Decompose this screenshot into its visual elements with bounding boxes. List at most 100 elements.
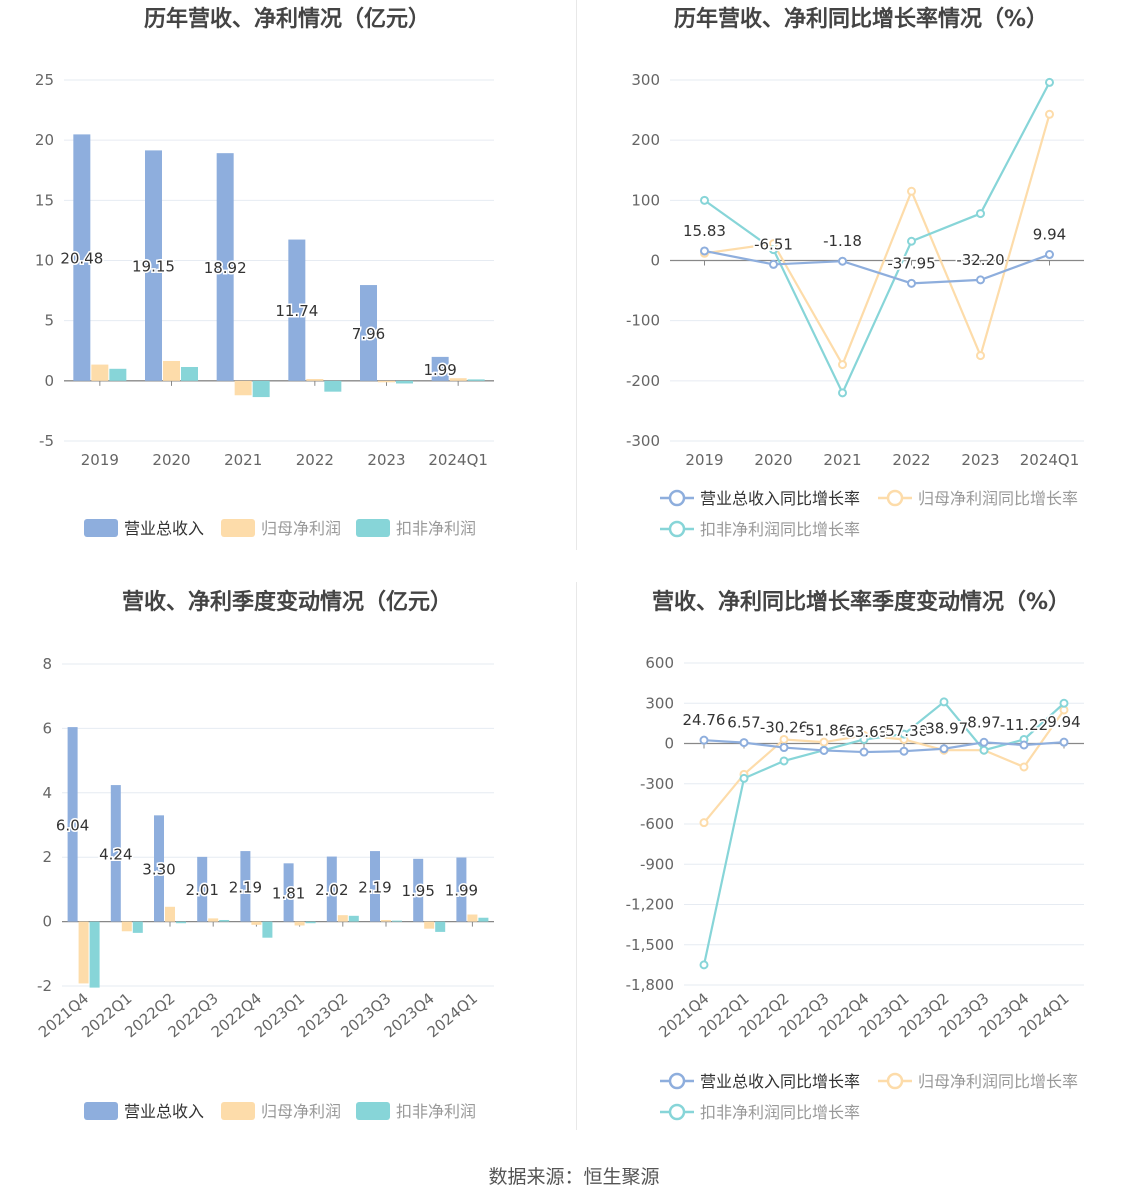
grid-lines — [62, 663, 494, 987]
legend-marker — [668, 520, 686, 538]
bar-parent-profit — [234, 380, 252, 396]
point-parent-profit-growth — [819, 737, 829, 747]
legend-item: 扣非净利润 — [356, 519, 476, 538]
data-label: 7.96 — [352, 325, 385, 343]
x-tick-label: 2020 — [152, 451, 190, 469]
point-revenue-growth — [1019, 740, 1029, 750]
y-tick-label: -1,800 — [626, 976, 674, 994]
point-deducted-profit-growth — [769, 245, 778, 255]
bar-deducted-profit — [219, 919, 230, 922]
grid-lines — [670, 79, 1084, 442]
y-tick-label: 10 — [35, 252, 54, 270]
chart-svg: 营收、净利季度变动情况（亿元） -2 0 2 4 6 8 2021Q42022Q12022Q2… — [35, 589, 494, 1121]
point-deducted-profit-growth — [699, 960, 709, 970]
bar-deducted-profit — [305, 921, 316, 924]
data-label: -57.30 — [880, 722, 928, 740]
bar-revenue — [413, 858, 424, 922]
data-label: 1.99 — [445, 882, 478, 900]
data-labels: 6.04 4.24 3.30 2.01 2.19 1.81 2.02 2.19 1.95 1.99 — [54, 815, 479, 904]
legend-item: 归母净利润 — [221, 519, 341, 538]
y-tick-label: 0 — [664, 735, 674, 753]
point-revenue-growth — [699, 735, 709, 745]
point-revenue-growth — [779, 743, 789, 753]
point-deducted-profit-growth — [1045, 77, 1054, 87]
bar-revenue — [360, 285, 377, 381]
data-label: 9.94 — [1033, 226, 1066, 244]
bar-deducted-profit — [262, 921, 273, 938]
y-tick-label: -2 — [37, 977, 52, 995]
legend-label: 扣非净利润同比增长率 — [700, 1103, 860, 1122]
chart-svg: 历年营收、净利同比增长率情况（%） -300 -200 -100 0 100 200 300 2… — [626, 6, 1084, 539]
y-tick-label: -300 — [626, 432, 660, 450]
y-tick-label: -1,200 — [626, 896, 674, 914]
data-label: -63.69 — [840, 723, 888, 741]
x-axis: 2021Q42022Q12022Q22022Q32022Q42023Q12023… — [35, 921, 481, 1041]
bar-parent-profit — [378, 380, 395, 383]
x-tick-label: 2020 — [754, 451, 792, 469]
data-label: 2.19 — [358, 878, 391, 896]
y-tick-label: -200 — [626, 372, 660, 390]
data-label: 9.94 — [1047, 713, 1080, 731]
bar-revenue — [456, 857, 467, 922]
bar-deducted-profit — [392, 920, 402, 922]
bar-parent-profit — [424, 921, 435, 929]
bar-revenue — [370, 851, 380, 922]
point-deducted-profit-growth — [739, 773, 749, 783]
y-tick-label: 300 — [645, 694, 674, 712]
x-tick-label: 2019 — [81, 451, 119, 469]
point-revenue-growth — [976, 275, 985, 285]
x-axis: 2019 2020 2021 2022 2023 2024Q1 — [81, 380, 488, 469]
legend-swatch — [84, 519, 118, 537]
data-label: -1.18 — [823, 232, 862, 250]
data-label: -38.97 — [920, 720, 968, 738]
legend-marker — [668, 1072, 686, 1090]
legend-marker — [668, 1103, 686, 1121]
bars — [73, 134, 485, 398]
data-label: -11.22 — [1000, 716, 1048, 734]
point-revenue-growth — [1045, 250, 1054, 260]
bar-deducted-profit — [324, 380, 342, 392]
bar-revenue — [326, 856, 337, 922]
x-tick-label: 2019 — [685, 451, 723, 469]
x-tick-label: 2022 — [296, 451, 334, 469]
y-tick-label: 20 — [35, 131, 54, 149]
chart-title: 营收、净利同比增长率季度变动情况（%） — [652, 589, 1070, 615]
annual-growth-rate-chart: 历年营收、净利同比增长率情况（%） -300 -200 -100 0 100 200 300 2… — [574, 0, 1148, 580]
bar-deducted-profit — [109, 368, 127, 381]
legend-label: 归母净利润 — [261, 519, 341, 538]
legend-item: 营业总收入 — [84, 519, 204, 538]
legend-swatch — [356, 519, 390, 537]
x-tick-label: 2021 — [823, 451, 861, 469]
point-deducted-profit-growth — [979, 745, 989, 755]
y-tick-label: 2 — [42, 848, 52, 866]
bar-parent-profit — [449, 378, 467, 381]
y-axis: -2 0 2 4 6 8 — [37, 655, 52, 995]
data-label: -6.51 — [754, 235, 793, 253]
chart-svg: 历年营收、净利情况（亿元） -5 0 5 10 15 20 25 2019 2020 2021 202… — [35, 6, 494, 538]
point-revenue-growth — [1059, 737, 1069, 747]
bar-deducted-profit — [396, 380, 413, 384]
bars — [67, 727, 489, 988]
bar-parent-profit — [381, 919, 391, 922]
bar-parent-profit — [294, 921, 305, 926]
y-tick-label: 5 — [44, 312, 54, 330]
point-parent-profit-growth — [779, 734, 789, 744]
legend-item: 扣非净利润同比增长率 — [660, 520, 860, 539]
chart-svg: 营收、净利同比增长率季度变动情况（%） -1,800 -1,500 -1,200 -90… — [626, 589, 1084, 1122]
point-revenue-growth — [859, 747, 869, 757]
y-tick-label: -900 — [640, 855, 674, 873]
data-label: 2.19 — [229, 878, 262, 896]
legend-swatch — [84, 1102, 118, 1120]
legend-label: 营业总收入同比增长率 — [700, 489, 860, 508]
x-tick-label: 2023 — [367, 451, 405, 469]
bar-revenue — [154, 815, 164, 922]
y-axis: -300 -200 -100 0 100 200 300 — [626, 71, 660, 450]
data-label: 1.99 — [423, 361, 456, 379]
data-source-note: 数据来源：恒生聚源 — [488, 1166, 660, 1188]
x-axis: 2019 2020 2021 2022 2023 2024Q1 — [685, 260, 1079, 469]
y-tick-label: 0 — [44, 372, 54, 390]
x-tick-label: 2021 — [224, 451, 262, 469]
legend-item: 归母净利润同比增长率 — [878, 1072, 1078, 1091]
